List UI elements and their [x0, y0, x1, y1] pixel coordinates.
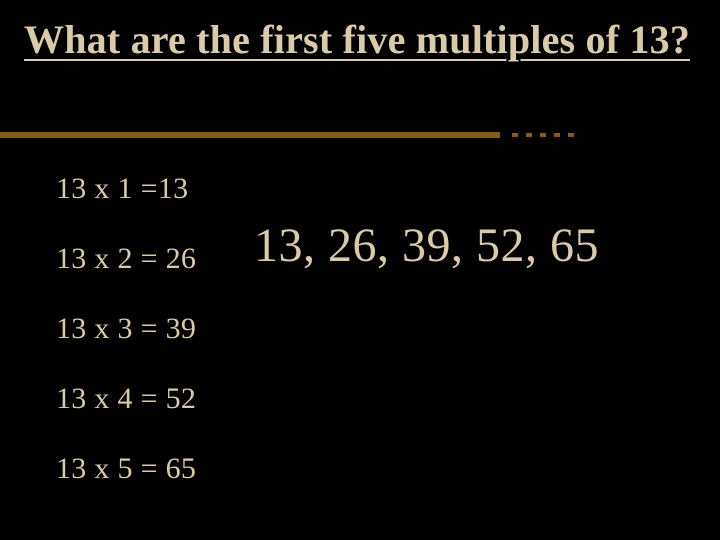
divider-bar [0, 132, 500, 138]
equation: 13 x 1 =13 [56, 172, 196, 206]
divider-dot [554, 133, 560, 137]
divider-dot [540, 133, 546, 137]
equation: 13 x 5 = 65 [56, 452, 196, 486]
slide-title: What are the first five multiples of 13? [24, 18, 696, 63]
divider-dot [568, 133, 574, 137]
divider [0, 132, 720, 138]
equation: 13 x 2 = 26 [56, 242, 196, 276]
equation-list: 13 x 1 =13 13 x 2 = 26 13 x 3 = 39 13 x … [56, 172, 196, 522]
answer-text: 13, 26, 39, 52, 65 [254, 218, 599, 273]
divider-dot [526, 133, 532, 137]
divider-dot [512, 133, 518, 137]
equation: 13 x 4 = 52 [56, 382, 196, 416]
equation: 13 x 3 = 39 [56, 312, 196, 346]
slide: What are the first five multiples of 13?… [0, 0, 720, 540]
